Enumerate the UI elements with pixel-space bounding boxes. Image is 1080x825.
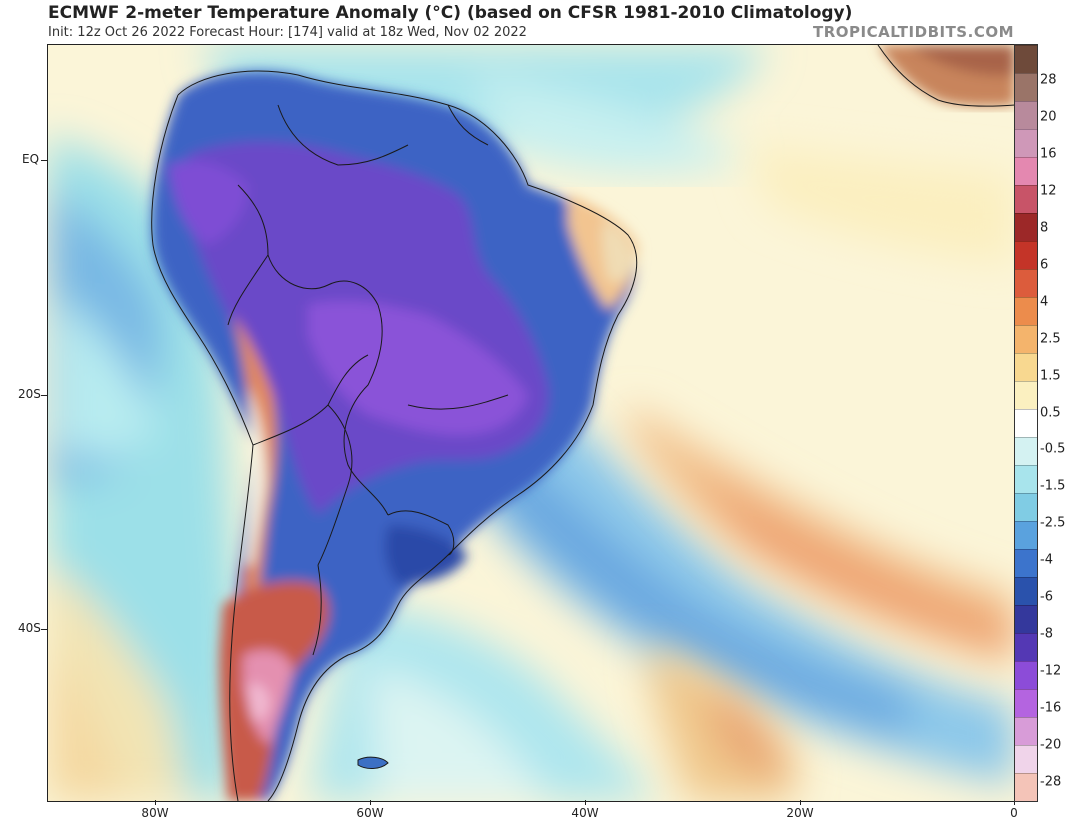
south-atlantic-warm-anomaly [628, 145, 1015, 801]
anomaly-map [48, 45, 1015, 801]
legend-swatch [1015, 45, 1037, 74]
africa-landmass [877, 45, 1015, 107]
brand-watermark[interactable]: TROPICALTIDBITS.COM [813, 23, 1014, 41]
lon-label-80w: 80W [141, 806, 169, 820]
legend-label: -16 [1040, 700, 1062, 716]
legend-swatch [1015, 157, 1037, 186]
legend-label: 8 [1040, 220, 1049, 236]
legend-label: 6 [1040, 257, 1049, 273]
legend-swatch [1015, 297, 1037, 326]
legend-label: -8 [1040, 626, 1053, 642]
lon-tick-40w [585, 800, 586, 805]
legend-swatch [1015, 213, 1037, 242]
legend-label: -6 [1040, 589, 1053, 605]
lat-label-eq: EQ [22, 152, 40, 166]
lon-tick-20w [800, 800, 801, 805]
legend-swatch [1015, 577, 1037, 606]
legend-label: -0.5 [1040, 441, 1066, 457]
legend-swatch [1015, 353, 1037, 382]
legend-swatch [1015, 465, 1037, 494]
legend-swatch [1015, 409, 1037, 438]
legend-swatch [1015, 269, 1037, 298]
lon-label-60w: 60W [356, 806, 384, 820]
legend-swatch [1015, 689, 1037, 718]
legend-label: 20 [1040, 109, 1057, 125]
legend-swatch [1015, 661, 1037, 690]
lon-tick-80w [155, 800, 156, 805]
legend-label: -28 [1040, 774, 1062, 790]
lon-label-40w: 40W [571, 806, 599, 820]
legend-swatch [1015, 325, 1037, 354]
country-borders [151, 70, 638, 801]
legend-swatch [1015, 241, 1037, 270]
legend-label: 1.5 [1040, 368, 1061, 384]
legend-swatch [1015, 437, 1037, 466]
lon-label-0: 0 [1010, 806, 1018, 820]
legend-swatch [1015, 185, 1037, 214]
legend-label: 4 [1040, 294, 1049, 310]
legend-label: -20 [1040, 737, 1062, 753]
map-subtitle: Init: 12z Oct 26 2022 Forecast Hour: [17… [48, 25, 527, 40]
lat-tick-40s [41, 629, 47, 630]
legend-label: 28 [1040, 72, 1057, 88]
lat-tick-eq [41, 160, 47, 161]
map-title: ECMWF 2-meter Temperature Anomaly (°C) (… [48, 3, 853, 23]
south-atlantic-cool-tongue [308, 345, 1015, 801]
lon-label-20w: 20W [786, 806, 814, 820]
legend-label: 2.5 [1040, 331, 1061, 347]
legend-swatch [1015, 745, 1037, 774]
lat-tick-20s [41, 395, 47, 396]
legend-swatch [1015, 717, 1037, 746]
legend-label: -12 [1040, 663, 1062, 679]
lon-tick-0 [1014, 800, 1015, 805]
lat-label-40s: 40S [18, 621, 41, 635]
legend-label: 16 [1040, 146, 1057, 162]
legend-swatch [1015, 101, 1037, 130]
legend-label: 12 [1040, 183, 1057, 199]
legend-label: -2.5 [1040, 515, 1066, 531]
legend-swatch [1015, 773, 1037, 801]
legend-label: 0.5 [1040, 405, 1061, 421]
legend-swatch [1015, 549, 1037, 578]
legend-swatch [1015, 129, 1037, 158]
legend-swatch [1015, 381, 1037, 410]
legend-swatch [1015, 521, 1037, 550]
falkland-islands [357, 756, 389, 769]
legend-swatch [1015, 633, 1037, 662]
lat-label-20s: 20S [18, 387, 41, 401]
legend-label: -1.5 [1040, 478, 1066, 494]
map-canvas[interactable] [47, 44, 1016, 802]
lon-tick-60w [370, 800, 371, 805]
legend-swatch [1015, 73, 1037, 102]
legend-swatch [1015, 493, 1037, 522]
legend-swatch [1015, 605, 1037, 634]
legend-label: -4 [1040, 552, 1053, 568]
color-legend [1014, 44, 1038, 802]
south-america-landmass [151, 70, 638, 801]
